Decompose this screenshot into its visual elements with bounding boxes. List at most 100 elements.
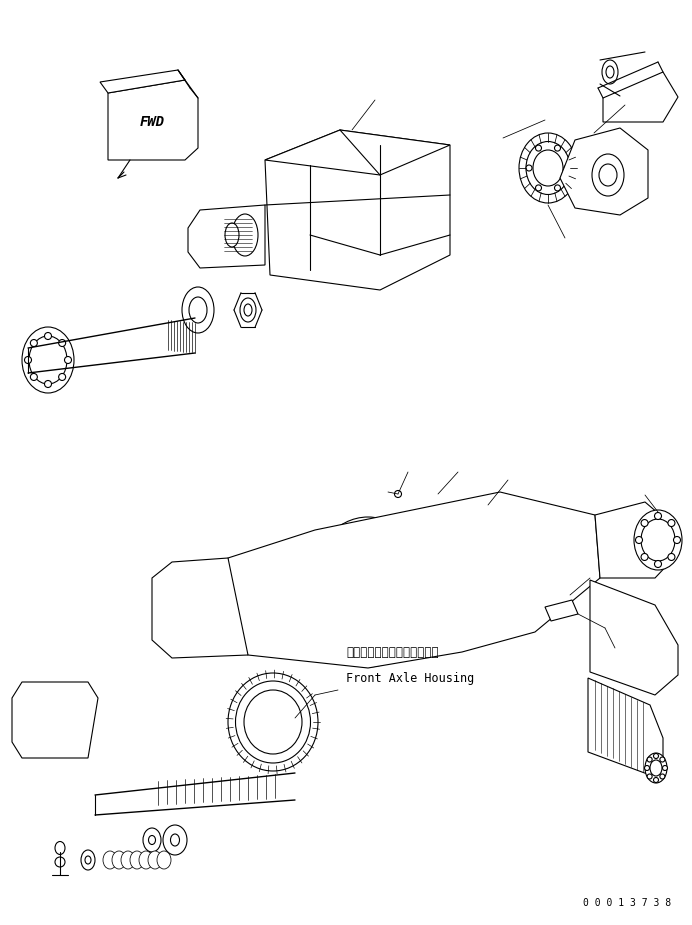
Polygon shape bbox=[265, 130, 450, 175]
Circle shape bbox=[331, 540, 338, 549]
Ellipse shape bbox=[240, 298, 256, 322]
Circle shape bbox=[329, 607, 335, 613]
Circle shape bbox=[331, 635, 338, 644]
Ellipse shape bbox=[634, 510, 682, 570]
Circle shape bbox=[395, 588, 403, 596]
Circle shape bbox=[339, 558, 345, 564]
Ellipse shape bbox=[533, 150, 563, 186]
Ellipse shape bbox=[55, 842, 65, 855]
Ellipse shape bbox=[244, 690, 302, 754]
Text: Front Axle Housing: Front Axle Housing bbox=[346, 672, 474, 684]
Ellipse shape bbox=[606, 66, 614, 78]
Ellipse shape bbox=[225, 223, 239, 247]
Circle shape bbox=[641, 520, 648, 526]
Circle shape bbox=[381, 589, 387, 595]
Circle shape bbox=[367, 558, 373, 564]
Polygon shape bbox=[603, 72, 678, 122]
Circle shape bbox=[30, 374, 37, 380]
Circle shape bbox=[374, 635, 381, 644]
Ellipse shape bbox=[232, 214, 258, 256]
Circle shape bbox=[668, 553, 675, 561]
Circle shape bbox=[647, 757, 652, 762]
Ellipse shape bbox=[235, 681, 311, 763]
Polygon shape bbox=[108, 80, 198, 160]
Polygon shape bbox=[265, 130, 450, 290]
Text: フロントアクスルハウジング: フロントアクスルハウジング bbox=[346, 646, 439, 659]
Circle shape bbox=[655, 512, 662, 520]
Ellipse shape bbox=[519, 133, 577, 203]
Circle shape bbox=[59, 339, 66, 347]
Ellipse shape bbox=[526, 142, 570, 194]
Polygon shape bbox=[12, 682, 98, 758]
Circle shape bbox=[59, 374, 66, 380]
Polygon shape bbox=[595, 502, 674, 578]
Circle shape bbox=[653, 778, 659, 783]
Ellipse shape bbox=[130, 851, 144, 869]
Ellipse shape bbox=[189, 297, 207, 323]
Polygon shape bbox=[560, 128, 648, 215]
Circle shape bbox=[339, 620, 345, 626]
Circle shape bbox=[662, 766, 668, 771]
Circle shape bbox=[24, 356, 32, 364]
Circle shape bbox=[367, 620, 373, 626]
Text: 0 0 0 1 3 7 3 8: 0 0 0 1 3 7 3 8 bbox=[583, 898, 671, 908]
Circle shape bbox=[377, 607, 383, 613]
Circle shape bbox=[352, 533, 360, 541]
Ellipse shape bbox=[112, 851, 126, 869]
Ellipse shape bbox=[157, 851, 171, 869]
Circle shape bbox=[30, 339, 37, 347]
Polygon shape bbox=[152, 558, 248, 658]
Ellipse shape bbox=[170, 834, 179, 846]
Circle shape bbox=[635, 536, 642, 544]
Ellipse shape bbox=[599, 164, 617, 186]
Circle shape bbox=[325, 589, 331, 595]
Circle shape bbox=[309, 588, 317, 596]
Circle shape bbox=[554, 145, 561, 151]
Circle shape bbox=[329, 571, 335, 577]
Ellipse shape bbox=[306, 528, 406, 656]
Circle shape bbox=[644, 766, 650, 771]
Circle shape bbox=[64, 356, 71, 364]
Circle shape bbox=[44, 380, 51, 388]
Ellipse shape bbox=[340, 572, 372, 612]
Ellipse shape bbox=[182, 287, 214, 333]
Circle shape bbox=[389, 615, 397, 623]
Ellipse shape bbox=[308, 517, 428, 667]
Ellipse shape bbox=[81, 850, 95, 870]
Circle shape bbox=[377, 571, 383, 577]
Circle shape bbox=[389, 561, 397, 569]
Ellipse shape bbox=[327, 556, 385, 628]
Polygon shape bbox=[545, 600, 578, 621]
Circle shape bbox=[660, 757, 665, 762]
Circle shape bbox=[554, 185, 561, 191]
Circle shape bbox=[653, 754, 659, 758]
Circle shape bbox=[668, 520, 675, 526]
Ellipse shape bbox=[650, 760, 662, 776]
Ellipse shape bbox=[602, 60, 618, 84]
Circle shape bbox=[315, 615, 322, 623]
Circle shape bbox=[353, 553, 359, 559]
Polygon shape bbox=[588, 678, 663, 775]
Ellipse shape bbox=[228, 673, 318, 771]
Ellipse shape bbox=[139, 851, 153, 869]
Ellipse shape bbox=[121, 851, 135, 869]
Circle shape bbox=[352, 643, 360, 651]
Circle shape bbox=[394, 490, 401, 498]
Circle shape bbox=[536, 145, 542, 151]
Ellipse shape bbox=[592, 154, 624, 196]
Circle shape bbox=[353, 625, 359, 631]
Circle shape bbox=[374, 540, 381, 549]
Circle shape bbox=[673, 536, 680, 544]
Circle shape bbox=[655, 561, 662, 568]
Circle shape bbox=[526, 165, 532, 171]
Ellipse shape bbox=[149, 835, 156, 845]
Ellipse shape bbox=[163, 825, 187, 855]
Polygon shape bbox=[590, 580, 678, 695]
Ellipse shape bbox=[29, 336, 67, 384]
Circle shape bbox=[44, 332, 51, 339]
Ellipse shape bbox=[22, 327, 74, 393]
Ellipse shape bbox=[103, 851, 117, 869]
Circle shape bbox=[641, 553, 648, 561]
Circle shape bbox=[647, 774, 652, 779]
Circle shape bbox=[55, 857, 65, 867]
